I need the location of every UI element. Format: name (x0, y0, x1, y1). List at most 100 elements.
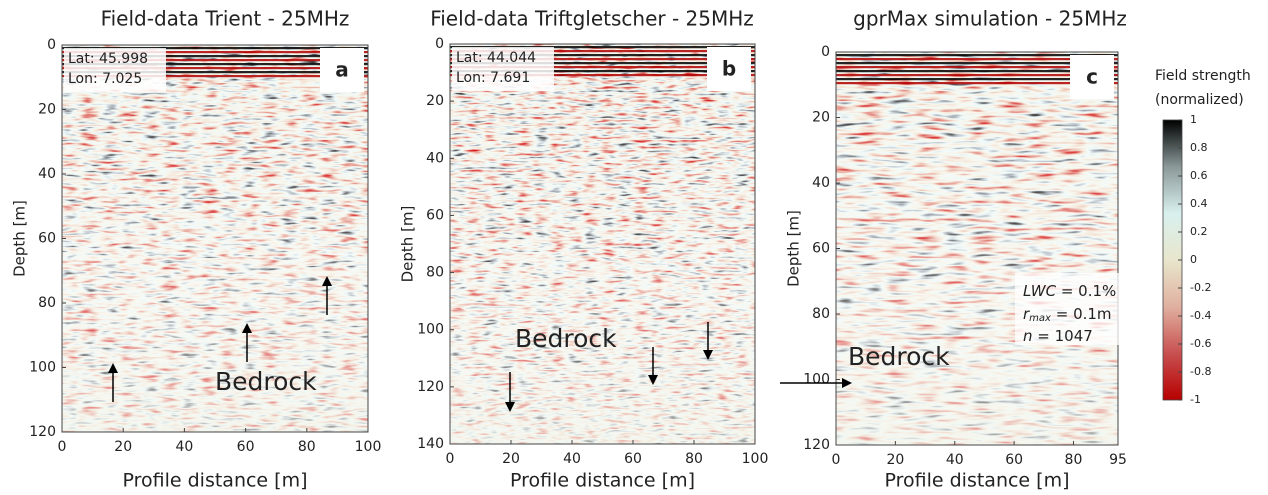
parameter: n = 1047 (1023, 327, 1093, 345)
panel-title: Field-data Triftgletscher - 25MHz (430, 7, 754, 31)
y-tick-label: 20 (38, 102, 56, 118)
parameter: rmax = 0.1m (1023, 305, 1112, 325)
x-tick-label: 0 (832, 452, 841, 468)
x-tick-label: 80 (1065, 452, 1083, 468)
x-tick-label: 100 (742, 451, 769, 467)
x-tick-label: 60 (237, 439, 255, 455)
x-axis-label: Profile distance [m] (510, 470, 695, 492)
y-axis-label: Depth [m] (399, 206, 417, 283)
surface-band (836, 74, 1118, 77)
surface-band (450, 54, 755, 57)
surface-band (836, 78, 1118, 81)
colorbar-tick-label: -1 (1190, 393, 1201, 406)
panel-letter: b (722, 57, 736, 81)
y-tick-label: 60 (426, 207, 444, 223)
panel-letter-box (707, 47, 751, 91)
surface-band (62, 59, 368, 62)
x-tick-label: 20 (114, 439, 132, 455)
x-tick-label: 20 (502, 451, 520, 467)
surface-band (62, 47, 368, 50)
parameter: LWC = 0.1% (1023, 282, 1116, 300)
longitude: Lon: 7.025 (68, 71, 142, 87)
x-tick-label: 80 (685, 451, 703, 467)
x-tick-label: 60 (1005, 452, 1023, 468)
y-axis-label: Depth [m] (785, 210, 803, 287)
y-tick-label: 40 (426, 150, 444, 166)
parameter-symbol: LWC (1023, 282, 1057, 300)
y-tick-label: 0 (47, 37, 56, 53)
colorbar-label: Field strength (1155, 68, 1251, 84)
y-tick-label: 80 (426, 265, 444, 281)
radargram-fade (450, 44, 755, 444)
parameter-symbol: r (1023, 305, 1030, 323)
surface-band (836, 66, 1118, 69)
y-tick-label: 60 (38, 231, 56, 247)
coord-box (64, 48, 166, 92)
surface-band (450, 50, 755, 53)
x-tick-label: 95 (1109, 452, 1127, 468)
surface-band (62, 51, 368, 54)
surface-band (836, 54, 1118, 57)
x-tick-label: 40 (175, 439, 193, 455)
y-tick-label: 100 (417, 322, 444, 338)
x-tick-label: 40 (563, 451, 581, 467)
surface-band (450, 62, 755, 65)
panel-letter-box (1070, 55, 1114, 99)
y-tick-label: 0 (435, 36, 444, 52)
y-tick-label: 60 (812, 241, 830, 257)
panel-title: Field-data Trient - 25MHz (101, 7, 350, 31)
latitude: Lat: 45.998 (68, 51, 148, 67)
x-tick-label: 40 (946, 452, 964, 468)
radargram-fade (836, 52, 1118, 445)
surface-band (62, 63, 368, 66)
y-tick-label: 120 (803, 437, 830, 453)
bedrock-label: Bedrock (515, 324, 617, 353)
bedrock-label: Bedrock (215, 367, 317, 396)
parameter-value: = 1047 (1033, 327, 1093, 345)
y-tick-label: 20 (812, 110, 830, 126)
colorbar-tick-label: 0 (1190, 253, 1197, 266)
y-tick-label: 120 (29, 424, 56, 440)
y-tick-label: 40 (812, 175, 830, 191)
y-tick-label: 80 (38, 295, 56, 311)
y-tick-label: 0 (821, 44, 830, 60)
x-tick-label: 0 (446, 451, 455, 467)
x-tick-label: 80 (298, 439, 316, 455)
coord-box (452, 47, 554, 91)
longitude: Lon: 7.691 (456, 70, 530, 86)
y-tick-label: 120 (417, 379, 444, 395)
panel-letter: a (335, 58, 349, 82)
y-tick-label: 20 (426, 93, 444, 109)
y-tick-label: 80 (812, 306, 830, 322)
y-tick-label: 100 (803, 372, 830, 388)
colorbar-tick-label: 0.4 (1190, 197, 1208, 210)
x-tick-label: 20 (886, 452, 904, 468)
colorbar-tick-label: -0.6 (1190, 337, 1211, 350)
surface-band (62, 67, 368, 70)
surface-band (450, 58, 755, 61)
panel-letter-box (320, 48, 364, 92)
panel-letter: c (1086, 65, 1098, 89)
y-tick-label: 40 (38, 166, 56, 182)
surface-band (450, 70, 755, 73)
x-axis-label: Profile distance [m] (123, 470, 308, 492)
y-tick-label: 100 (29, 360, 56, 376)
y-tick-label: 140 (417, 436, 444, 452)
colorbar-tick-label: -0.4 (1190, 309, 1211, 322)
x-axis-label: Profile distance [m] (885, 470, 1070, 492)
x-tick-label: 0 (58, 439, 67, 455)
bedrock-label: Bedrock (848, 342, 950, 371)
surface-band (836, 70, 1118, 73)
surface-band (836, 82, 1118, 85)
surface-band (836, 62, 1118, 65)
latitude: Lat: 44.044 (456, 50, 536, 66)
colorbar-tick-label: 1 (1190, 113, 1197, 126)
surface-band (450, 46, 755, 49)
x-tick-label: 100 (355, 439, 382, 455)
x-tick-label: 60 (624, 451, 642, 467)
parameter-subscript: max (1029, 313, 1051, 324)
surface-band (62, 71, 368, 74)
parameter-box (1015, 273, 1135, 345)
surface-band (836, 58, 1118, 61)
y-axis-label: Depth [m] (11, 200, 29, 277)
